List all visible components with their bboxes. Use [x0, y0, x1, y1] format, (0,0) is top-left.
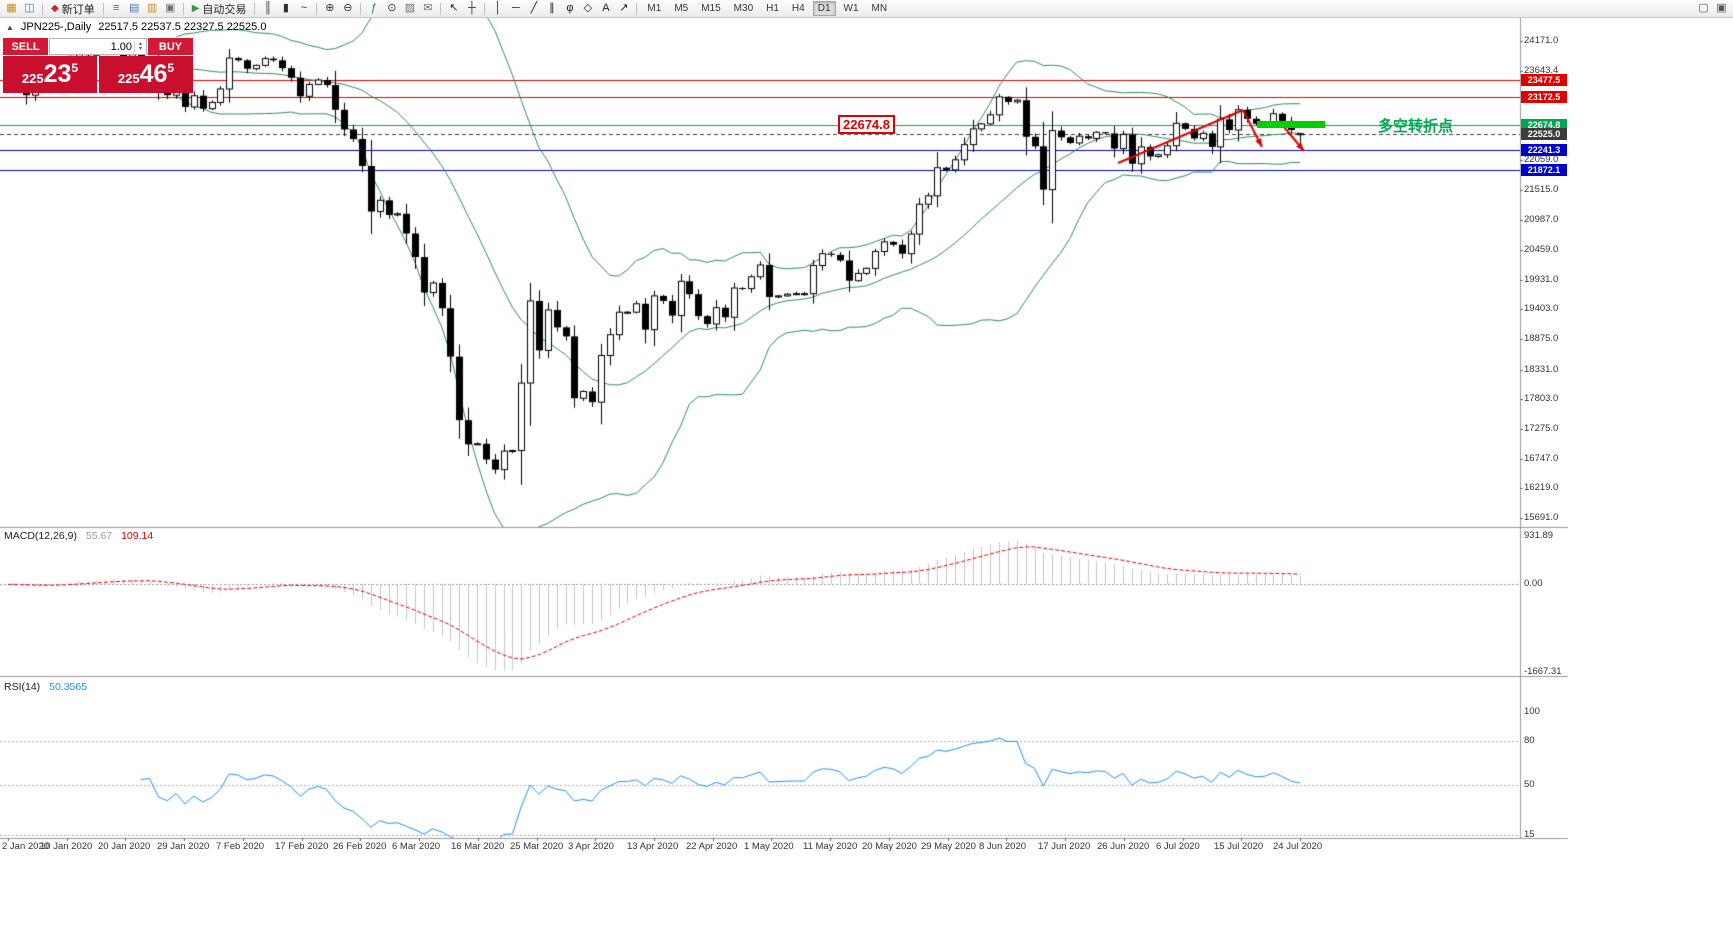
- volume-box: ▴ ▾: [49, 38, 147, 55]
- top-toolbar: ▦ ◫ ◆ 新订单 ≡ ▤ ▥ ▣ ▶ 自动交易 ║ ▮ ~ ⊕ ⊖ ƒ ⊙ ▨ ✉ ↖ ┼ │ ─ ╱ ∥ φ ◇ A ↗ M1 M5 M1…: [0, 0, 1733, 18]
- rsi-value: 50.3565: [49, 681, 88, 693]
- line-chart-icon[interactable]: ~: [300, 2, 308, 14]
- indicators-icon[interactable]: ƒ: [370, 2, 377, 14]
- timeframe-m30-button[interactable]: M30: [733, 3, 754, 14]
- templates-icon[interactable]: ▨: [404, 2, 416, 14]
- ohlc-values: 22517.5 22537.5 22327.5 22525.0: [98, 21, 267, 33]
- bid-price-frac: 5: [71, 60, 79, 75]
- ask-price-button[interactable]: 225 46 5: [99, 56, 193, 93]
- shapes-icon[interactable]: ◇: [583, 2, 593, 14]
- fibonacci-icon[interactable]: φ: [566, 2, 574, 14]
- bar-chart-icon[interactable]: ║: [264, 2, 272, 14]
- toolbar-separator: [254, 2, 256, 15]
- macd-name: MACD(12,26,9): [4, 530, 77, 542]
- new-order-icon: ◆: [51, 2, 59, 14]
- vertical-line-icon[interactable]: │: [494, 2, 502, 14]
- window-restore-icon[interactable]: ▢: [1698, 2, 1709, 14]
- data-window-icon[interactable]: ▤: [129, 2, 140, 14]
- autotrading-button[interactable]: ▶ 自动交易: [188, 1, 251, 16]
- toolbar-left-group: ▦ ◫ ◆ 新订单 ≡ ▤ ▥ ▣ ▶ 自动交易 ║ ▮ ~ ⊕ ⊖ ƒ ⊙ ▨ ✉ ↖ ┼ │ ─ ╱ ∥ φ ◇ A ↗ M1 M5 M1…: [0, 0, 896, 17]
- toolbar-separator: [484, 2, 486, 15]
- volume-input[interactable]: [66, 40, 134, 53]
- new-order-label: 新订单: [61, 3, 95, 16]
- market-watch-icon[interactable]: ≡: [112, 2, 120, 14]
- ask-price-big: 46: [139, 60, 168, 88]
- bid-price-head: 225: [21, 71, 44, 86]
- trendline-icon[interactable]: ╱: [530, 2, 538, 14]
- horizontal-line-icon[interactable]: ─: [512, 2, 520, 14]
- timeframe-d1-button[interactable]: D1: [812, 1, 836, 16]
- ask-price-head: 225: [117, 71, 140, 86]
- toolbar-separator: [316, 2, 318, 15]
- bid-price-big: 23: [43, 60, 72, 88]
- arrows-icon[interactable]: ↗: [619, 2, 629, 14]
- new-order-button[interactable]: ◆ 新订单: [47, 1, 99, 16]
- toolbar-right-group: ▢ ▣: [1692, 0, 1733, 17]
- timeframe-mn-button[interactable]: MN: [871, 3, 888, 14]
- symbol-title: JPN225-,Daily: [20, 21, 92, 33]
- autotrading-label: 自动交易: [202, 3, 247, 16]
- toolbar-separator: [182, 2, 184, 15]
- toolbar-separator: [440, 2, 442, 15]
- sell-button[interactable]: SELL: [3, 38, 48, 55]
- timeframe-w1-button[interactable]: W1: [843, 3, 859, 14]
- toolbar-separator: [42, 2, 43, 15]
- turning-point-label[interactable]: 多空转折点: [1378, 118, 1454, 135]
- navigator-icon[interactable]: ▥: [147, 2, 158, 14]
- macd-signal-value: 109.14: [121, 530, 154, 542]
- volume-up-icon[interactable]: ▴: [138, 40, 142, 47]
- terminal-icon[interactable]: ▣: [165, 2, 176, 14]
- timeframe-h1-button[interactable]: H1: [766, 3, 779, 14]
- window-layout-icon[interactable]: ▣: [1716, 2, 1727, 14]
- periods-icon[interactable]: ⊙: [387, 2, 397, 14]
- timeframe-m15-button[interactable]: M15: [701, 3, 721, 14]
- volume-down-icon[interactable]: ▾: [138, 45, 142, 52]
- new-chart-icon[interactable]: ▦: [6, 2, 17, 14]
- one-click-trading-panel: SELL ▴ ▾ BUY 225 23 5 225 46 5: [3, 38, 193, 93]
- volume-spinner: ▴ ▾: [134, 40, 146, 52]
- symbol-info-line: ▲ JPN225-,Daily 22517.5 22537.5 22327.5 …: [6, 21, 266, 33]
- timeframe-h4-button[interactable]: H4: [791, 3, 805, 14]
- candlestick-chart-icon[interactable]: ▮: [282, 2, 289, 14]
- macd-main-value: 55.67: [85, 530, 113, 542]
- autotrading-icon: ▶: [191, 2, 200, 14]
- one-click-panel-toggle-icon[interactable]: ▲: [6, 22, 14, 32]
- toolbar-separator: [360, 2, 362, 15]
- toolbar-separator: [102, 2, 104, 15]
- macd-indicator-label: MACD(12,26,9) 55.67 109.14: [4, 530, 153, 542]
- rsi-name: RSI(14): [4, 681, 41, 693]
- buy-button[interactable]: BUY: [148, 38, 193, 55]
- zoom-in-icon[interactable]: ⊕: [325, 2, 335, 14]
- crosshair-icon[interactable]: ┼: [468, 2, 476, 14]
- channel-icon[interactable]: ∥: [549, 2, 555, 14]
- toolbar-separator: [636, 2, 638, 15]
- zoom-out-icon[interactable]: ⊖: [343, 2, 353, 14]
- mail-icon[interactable]: ✉: [423, 2, 433, 14]
- bid-price-button[interactable]: 225 23 5: [3, 56, 97, 93]
- highlight-zone-bar[interactable]: [1257, 121, 1325, 128]
- timeframe-m5-button[interactable]: M5: [674, 3, 689, 14]
- rsi-indicator-label: RSI(14) 50.3565: [4, 681, 87, 693]
- text-icon[interactable]: A: [602, 2, 610, 14]
- price-callout-text-object[interactable]: 22674.8: [838, 115, 895, 134]
- ask-price-frac: 5: [167, 60, 175, 75]
- timeframe-m1-button[interactable]: M1: [647, 3, 662, 14]
- cursor-icon[interactable]: ↖: [449, 2, 459, 14]
- profiles-icon[interactable]: ◫: [24, 2, 35, 14]
